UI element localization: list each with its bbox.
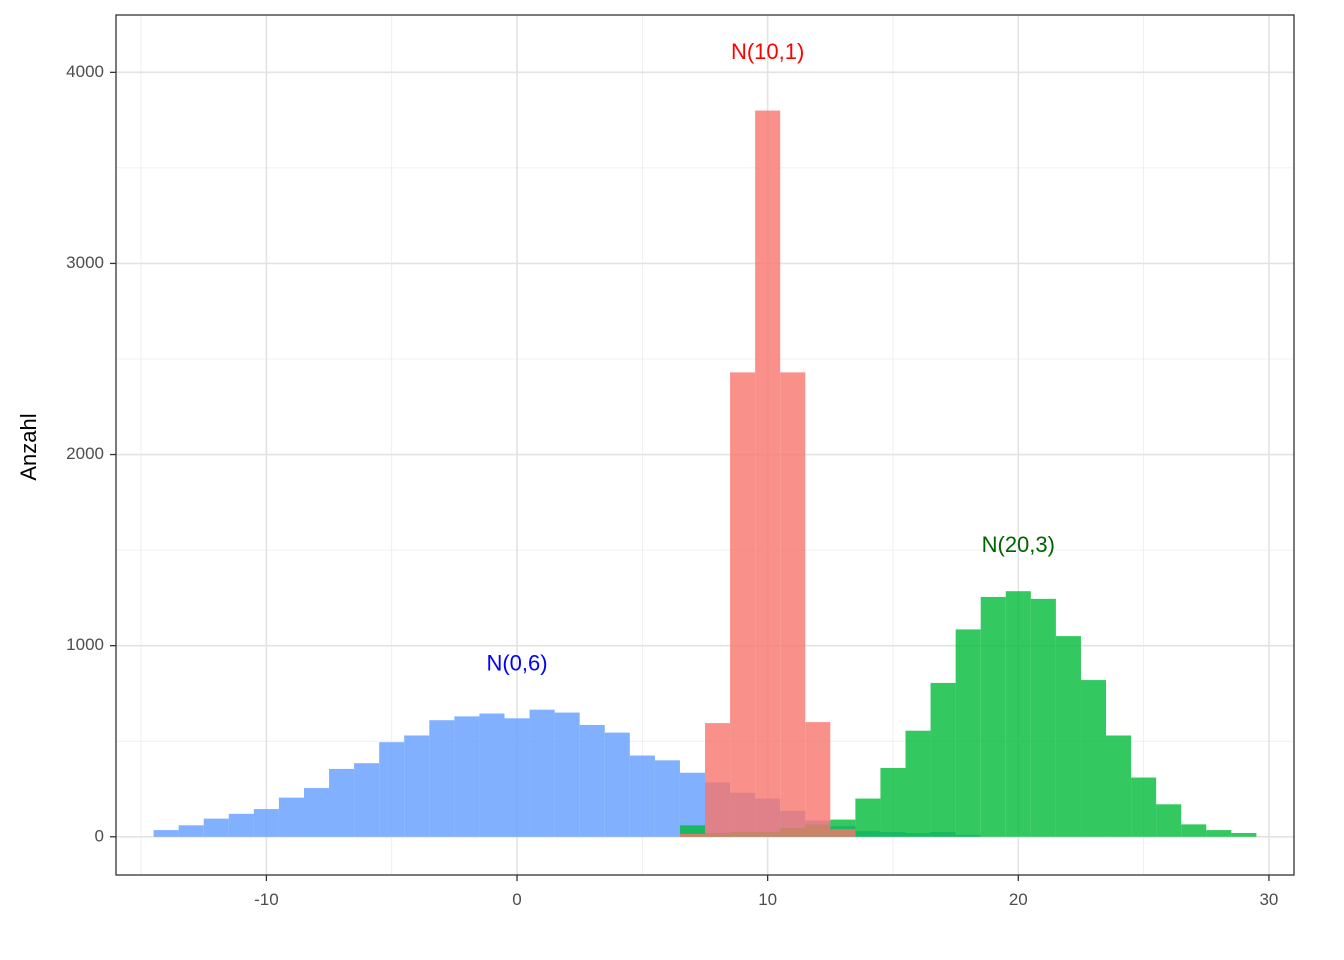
distribution-labels: N(0,6) N(20,3) N(10,1) xyxy=(486,39,1055,676)
histogram-bar xyxy=(830,829,856,837)
histogram-bar xyxy=(454,716,480,837)
series-1-bars xyxy=(679,591,1257,837)
panel-border xyxy=(115,14,1295,876)
histogram-bar xyxy=(354,763,380,837)
histogram-bar xyxy=(303,788,330,837)
histogram-bar xyxy=(604,732,630,837)
y-tick-label: 2000 xyxy=(66,444,104,463)
x-tick-label: 10 xyxy=(758,890,777,909)
histogram-bar xyxy=(780,372,806,837)
histogram-bar xyxy=(1206,830,1232,837)
y-tick-label: 4000 xyxy=(66,62,104,81)
histogram-bar xyxy=(178,825,204,837)
histogram-bar xyxy=(1005,591,1031,837)
histogram-bar xyxy=(1156,804,1182,837)
histogram-bar xyxy=(579,724,605,837)
histogram-bar xyxy=(554,712,580,837)
histogram-bar xyxy=(429,720,455,837)
histogram-bar xyxy=(379,742,405,837)
x-tick-label: 30 xyxy=(1259,890,1278,909)
histogram-bar xyxy=(1080,680,1107,837)
histogram-bar xyxy=(253,809,279,837)
x-axis-tick-labels: -10 0 10 20 30 xyxy=(254,890,1278,909)
histogram-bar xyxy=(1231,832,1257,837)
y-axis-tick-labels: 0 1000 2000 3000 4000 xyxy=(66,62,104,845)
histogram-bar xyxy=(805,722,831,837)
x-tick-label: 20 xyxy=(1009,890,1028,909)
distribution-label: N(20,3) xyxy=(982,532,1055,557)
histogram-bar xyxy=(1181,824,1207,837)
histogram-bars xyxy=(153,110,1257,837)
axis-ticks xyxy=(110,71,1270,881)
distribution-label: N(0,6) xyxy=(486,651,547,676)
histogram-bar xyxy=(203,818,229,837)
histogram-bar xyxy=(755,110,781,837)
histogram-bar xyxy=(730,372,756,837)
histogram-bar xyxy=(679,825,705,837)
histogram-bar xyxy=(404,735,430,837)
histogram-bar xyxy=(1106,735,1132,837)
histogram-bar xyxy=(980,596,1006,837)
histogram-bar xyxy=(955,629,981,837)
series-2-bars xyxy=(679,110,856,837)
histogram-bar xyxy=(1030,598,1056,837)
histogram-bar xyxy=(880,767,906,837)
histogram-bar xyxy=(1055,636,1081,837)
histogram-bar xyxy=(278,797,304,837)
histogram-bar xyxy=(930,682,956,837)
histogram-bar xyxy=(479,713,505,837)
y-axis-title: Anzahl xyxy=(16,413,41,480)
histogram-bar xyxy=(629,755,655,837)
histogram-bar xyxy=(705,723,731,837)
histogram-bar xyxy=(905,730,931,837)
histogram-bar xyxy=(855,798,881,837)
histogram-bar xyxy=(654,760,680,837)
histogram-bar xyxy=(529,709,555,837)
distribution-label: N(10,1) xyxy=(731,39,804,64)
x-tick-label: 0 xyxy=(512,890,521,909)
histogram-bar xyxy=(153,830,179,837)
y-tick-label: 0 xyxy=(95,826,104,845)
histogram-bar xyxy=(1131,777,1157,837)
histogram-bar xyxy=(504,718,530,837)
y-tick-label: 3000 xyxy=(66,253,104,272)
x-tick-label: -10 xyxy=(254,890,279,909)
histogram-bar xyxy=(679,833,705,837)
histogram-bar xyxy=(228,813,254,837)
y-tick-label: 1000 xyxy=(66,635,104,654)
histogram-bar xyxy=(329,768,355,837)
